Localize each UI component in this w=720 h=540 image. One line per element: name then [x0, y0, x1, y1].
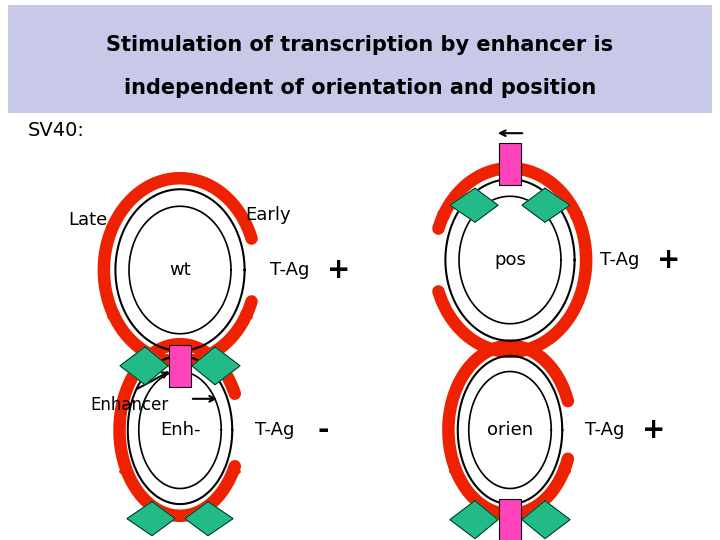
Text: SV40:: SV40: [28, 120, 85, 139]
Text: wt: wt [169, 261, 191, 279]
Bar [169, 345, 191, 387]
Text: Enh-: Enh- [160, 421, 200, 439]
Text: +: + [326, 256, 350, 284]
Text: T-Ag: T-Ag [600, 251, 639, 269]
Text: independent of orientation and position: independent of orientation and position [124, 78, 596, 98]
Text: Enhancer: Enhancer [90, 396, 168, 414]
Text: T-Ag: T-Ag [585, 421, 625, 439]
Bar [499, 143, 521, 185]
Polygon shape [522, 501, 570, 538]
Text: +: + [642, 416, 665, 444]
Text: T-Ag: T-Ag [256, 421, 294, 439]
Text: Early: Early [245, 206, 291, 224]
Text: pos: pos [494, 251, 526, 269]
Polygon shape [192, 347, 240, 384]
Text: Stimulation of transcription by enhancer is: Stimulation of transcription by enhancer… [107, 35, 613, 55]
Text: T-Ag: T-Ag [270, 261, 310, 279]
Polygon shape [450, 501, 498, 538]
Text: +: + [657, 246, 680, 274]
Polygon shape [185, 502, 233, 536]
Polygon shape [120, 347, 168, 384]
Text: -: - [318, 416, 329, 444]
Text: Late: Late [68, 211, 108, 229]
Text: orien: orien [487, 421, 533, 439]
Polygon shape [127, 502, 175, 536]
Polygon shape [522, 188, 570, 222]
Polygon shape [450, 188, 498, 222]
Bar [499, 498, 521, 540]
FancyBboxPatch shape [8, 5, 712, 113]
